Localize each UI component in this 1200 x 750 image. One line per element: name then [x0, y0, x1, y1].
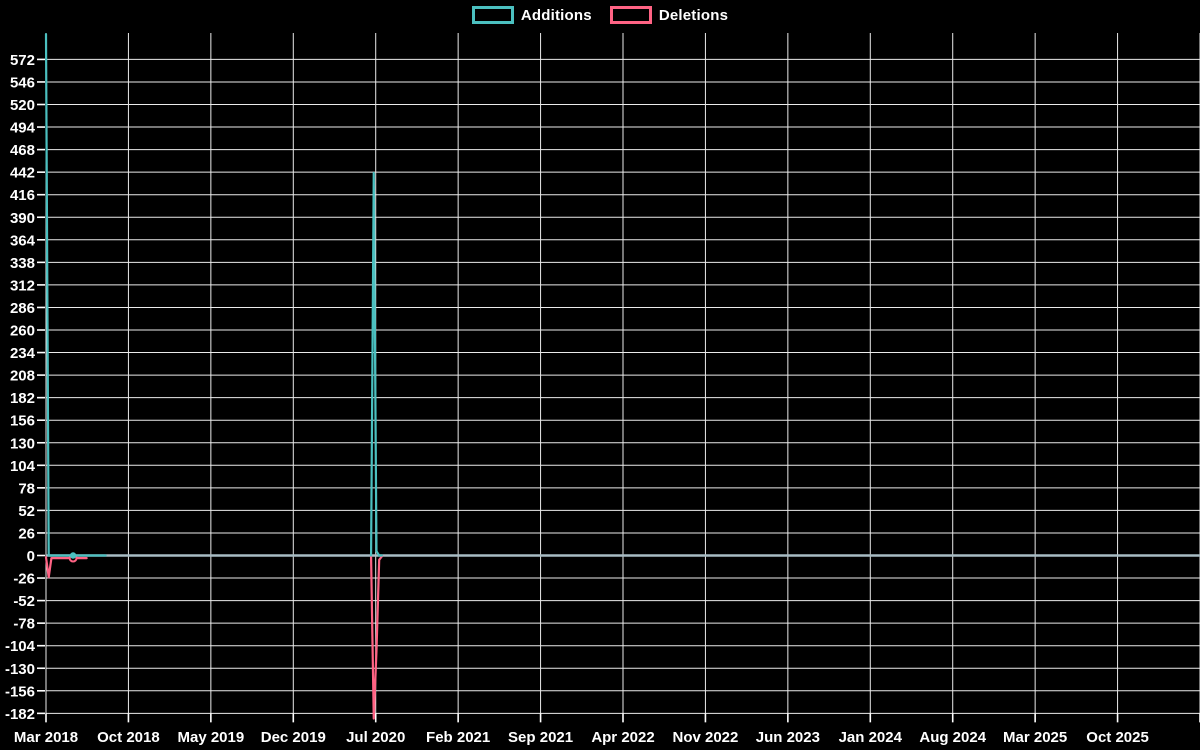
x-tick-label: Aug 2024	[919, 729, 986, 746]
y-tick-label: 468	[10, 142, 35, 159]
legend-label-deletions: Deletions	[658, 6, 729, 24]
y-tick-label: 494	[10, 120, 36, 137]
y-tick-label: 442	[10, 165, 35, 182]
x-tick-label: Dec 2019	[261, 729, 326, 746]
y-tick-label: 390	[10, 210, 35, 227]
deletions-swatch-icon	[609, 6, 652, 24]
x-tick-label: Mar 2025	[1003, 729, 1067, 746]
x-tick-label: Feb 2021	[426, 729, 490, 746]
legend-item-deletions[interactable]: Deletions	[609, 6, 729, 24]
y-tick-label: 312	[10, 277, 35, 294]
deletions-line[interactable]	[44, 556, 88, 579]
x-tick-label: Nov 2022	[672, 729, 738, 746]
x-tick-label: Jan 2024	[839, 729, 903, 746]
y-tick-label: -78	[13, 616, 35, 633]
y-tick-label: 234	[10, 345, 36, 362]
y-tick-label: -182	[5, 706, 35, 723]
y-tick-label: 338	[10, 255, 35, 272]
x-tick-label: Oct 2025	[1086, 729, 1149, 746]
y-tick-label: 572	[10, 52, 35, 69]
additions-line[interactable]	[369, 171, 383, 557]
y-tick-label: 156	[10, 413, 35, 430]
y-tick-label: 0	[27, 548, 35, 565]
y-tick-label: 182	[10, 390, 35, 407]
y-tick-label: 520	[10, 97, 35, 114]
y-tick-label: 546	[10, 74, 35, 91]
y-tick-label: 416	[10, 187, 35, 204]
x-tick-label: Mar 2018	[14, 729, 78, 746]
y-tick-label: 78	[18, 480, 35, 497]
additions-point-marker[interactable]	[69, 552, 77, 559]
y-tick-label: 286	[10, 300, 35, 317]
y-tick-label: 364	[10, 232, 36, 249]
additions-line[interactable]	[44, 33, 107, 557]
x-tick-label: Jun 2023	[756, 729, 820, 746]
legend-label-additions: Additions	[520, 6, 592, 24]
x-tick-label: May 2019	[177, 729, 244, 746]
y-tick-label: -26	[13, 571, 35, 588]
y-tick-label: 260	[10, 323, 35, 340]
y-tick-label: 104	[10, 458, 36, 475]
additions-swatch-icon	[471, 6, 514, 24]
y-tick-label: -130	[5, 661, 35, 678]
y-tick-label: 208	[10, 368, 35, 385]
chart-legend: Additions Deletions	[0, 6, 1200, 24]
y-tick-label: -156	[5, 683, 35, 700]
x-tick-label: Apr 2022	[591, 729, 654, 746]
y-tick-label: 52	[18, 503, 35, 520]
x-tick-label: Sep 2021	[508, 729, 573, 746]
deletions-line[interactable]	[369, 555, 383, 720]
x-tick-label: Oct 2018	[97, 729, 160, 746]
y-tick-label: -52	[13, 593, 35, 610]
y-tick-label: 130	[10, 435, 35, 452]
y-tick-label: 26	[18, 525, 35, 542]
x-tick-label: Jul 2020	[346, 729, 405, 746]
legend-item-additions[interactable]: Additions	[471, 6, 592, 24]
y-tick-label: -104	[5, 638, 36, 655]
